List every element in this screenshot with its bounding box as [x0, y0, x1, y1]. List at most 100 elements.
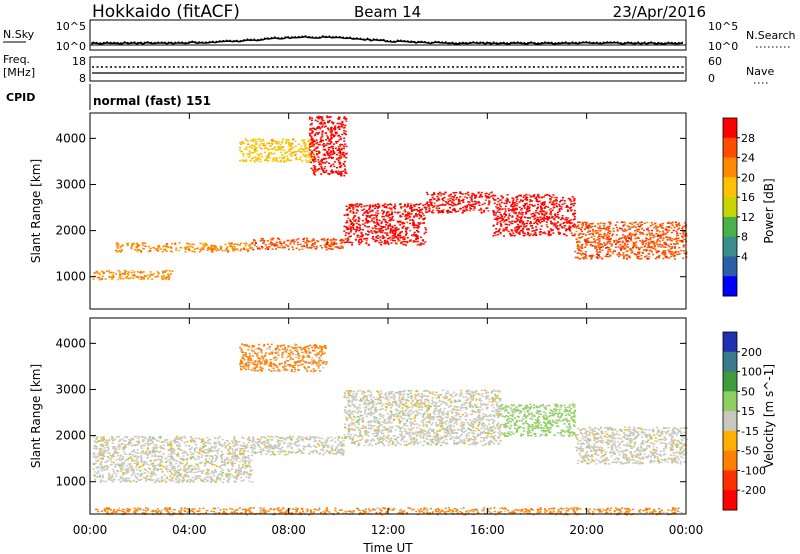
- power-cell: [191, 243, 194, 246]
- power-cell: [562, 233, 565, 235]
- power-cell: [388, 237, 390, 239]
- power-cell: [677, 251, 680, 253]
- power-cell: [204, 242, 207, 244]
- power-cell: [377, 228, 380, 230]
- power-cell: [384, 232, 387, 234]
- power-cell: [532, 212, 535, 215]
- power-cell: [171, 270, 174, 272]
- power-cell: [338, 117, 341, 119]
- power-cell: [283, 149, 286, 151]
- velocity-cell: [94, 480, 97, 482]
- power-cell: [539, 216, 542, 218]
- power-cell: [352, 206, 355, 209]
- power-cell: [552, 194, 555, 196]
- power-cell: [585, 239, 588, 242]
- power-cell: [345, 118, 348, 120]
- power-cell: [659, 224, 662, 227]
- velocity-cell: [135, 464, 138, 467]
- power-cell: [330, 141, 333, 143]
- power-cell: [422, 222, 425, 225]
- velocity-cell: [228, 448, 231, 450]
- power-cell: [477, 201, 480, 203]
- power-cell: [164, 270, 167, 272]
- power-cell: [469, 209, 471, 212]
- power-cell: [279, 160, 282, 162]
- power-cell: [326, 151, 328, 153]
- power-cell: [344, 234, 347, 237]
- velocity-cell: [170, 461, 173, 464]
- velocity-cell: [168, 478, 171, 481]
- power-cell: [269, 240, 272, 243]
- power-cell: [265, 157, 268, 160]
- power-cell: [673, 258, 676, 260]
- power-cell: [628, 236, 631, 239]
- power-cell: [255, 246, 258, 248]
- power-cell: [638, 248, 641, 250]
- power-cell: [565, 206, 568, 208]
- power-cell: [270, 142, 273, 144]
- power-cell: [681, 240, 684, 243]
- power-cell: [496, 221, 499, 224]
- power-cell: [152, 247, 155, 249]
- power-cell: [290, 148, 293, 150]
- power-cell: [375, 215, 378, 217]
- power-cell: [304, 154, 307, 156]
- power-cell: [121, 244, 124, 247]
- power-cell: [236, 248, 239, 251]
- power-cell: [310, 150, 313, 153]
- power-cell: [332, 152, 335, 155]
- power-cell: [634, 244, 637, 246]
- power-cell: [589, 223, 592, 225]
- power-cell: [214, 245, 217, 248]
- power-cell: [405, 228, 408, 230]
- power-cell: [281, 157, 284, 159]
- power-cell: [333, 161, 336, 163]
- power-cell: [652, 242, 655, 244]
- velocity-cell: [117, 463, 120, 466]
- power-cell: [267, 153, 270, 156]
- power-cell: [536, 222, 539, 225]
- velocity-cell: [236, 478, 239, 480]
- velocity-cell: [209, 442, 212, 445]
- power-cell: [214, 248, 217, 250]
- velocity-cell: [128, 467, 131, 469]
- power-cell: [583, 221, 586, 223]
- power-cell: [340, 165, 343, 167]
- power-cell: [224, 243, 227, 246]
- power-cell: [331, 153, 334, 155]
- power-cell: [394, 203, 397, 205]
- velocity-cell: [204, 454, 207, 457]
- power-cell: [593, 225, 596, 227]
- power-cell: [318, 126, 321, 129]
- power-cell: [415, 208, 418, 211]
- velocity-cell: [151, 463, 154, 465]
- power-cell: [597, 254, 600, 257]
- velocity-cell: [327, 451, 330, 453]
- power-cell: [312, 139, 315, 142]
- power-cell: [220, 246, 223, 249]
- power-cell: [348, 204, 351, 206]
- power-cell: [509, 234, 512, 237]
- power-cell: [311, 243, 314, 245]
- power-cell: [320, 238, 323, 241]
- power-cell: [605, 227, 608, 230]
- power-cell: [552, 232, 555, 234]
- power-cell: [338, 147, 340, 150]
- power-cell: [323, 144, 326, 147]
- power-cell: [667, 244, 670, 247]
- power-cell: [120, 249, 123, 252]
- velocity-cell: [164, 467, 167, 469]
- power-cell: [399, 214, 402, 217]
- power-cell: [125, 270, 128, 273]
- power-cell: [563, 200, 566, 202]
- power-cell: [167, 278, 170, 281]
- power-cell: [513, 205, 516, 207]
- power-cell: [353, 215, 356, 217]
- power-cell: [630, 252, 633, 254]
- power-cell: [540, 225, 543, 227]
- velocity-cell: [161, 457, 164, 459]
- power-cell: [462, 199, 465, 202]
- power-cell: [523, 234, 526, 237]
- power-cell: [325, 169, 328, 172]
- power-cell: [351, 242, 354, 244]
